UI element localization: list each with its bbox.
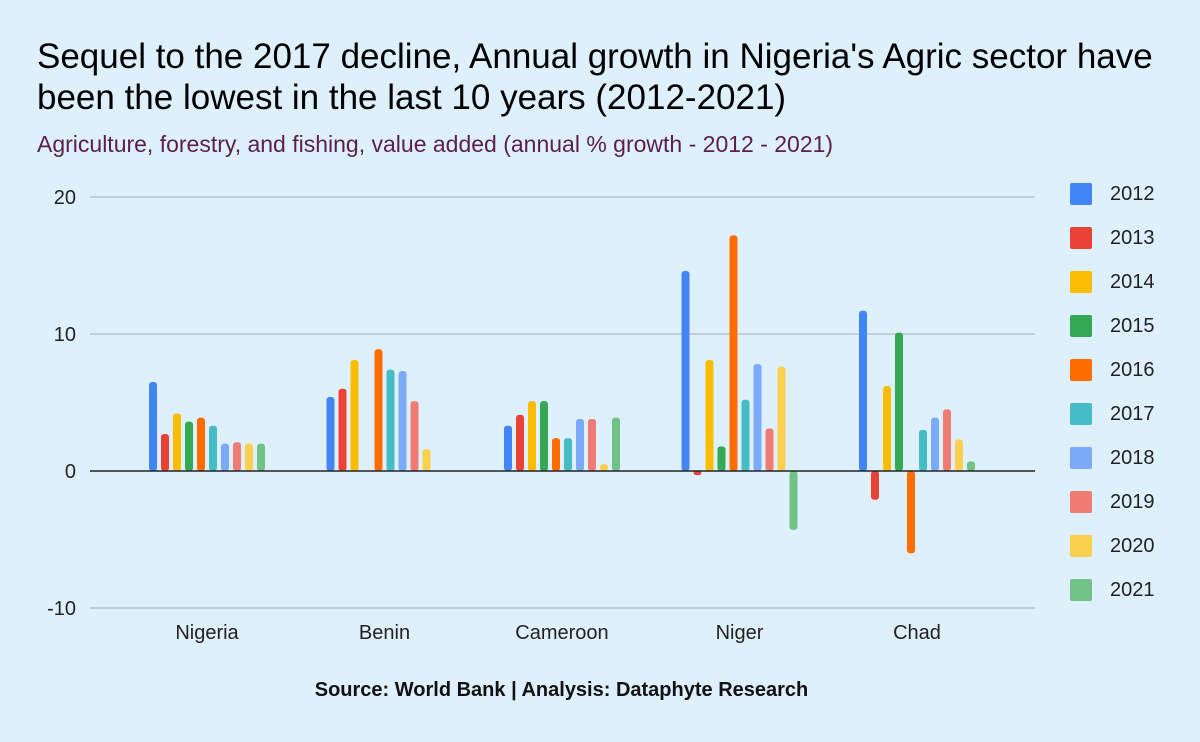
bar-chad-2012	[859, 310, 867, 471]
bar-nigeria-2018	[221, 443, 229, 471]
legend-label: 2012	[1110, 183, 1155, 205]
legend-label: 2017	[1110, 403, 1155, 425]
legend-item: 2013	[1070, 225, 1190, 249]
bar-niger-2019	[765, 428, 774, 471]
bar-nigeria-2013	[161, 434, 169, 471]
bar-nigeria-2020	[245, 443, 253, 471]
bar-niger-2016	[729, 235, 738, 471]
legend-item: 2014	[1070, 269, 1190, 293]
x-tick-label: Cameroon	[515, 622, 608, 644]
bar-benin-2016	[374, 349, 383, 471]
bar-niger-2012	[681, 270, 690, 471]
x-tick-label: Chad	[893, 622, 941, 644]
legend-swatch	[1070, 183, 1092, 205]
bar-niger-2020	[777, 366, 786, 471]
x-tick-label: Benin	[359, 622, 410, 644]
legend-swatch	[1070, 491, 1092, 513]
bar-nigeria-2016	[197, 417, 205, 471]
bar-chad-2014	[883, 386, 891, 471]
bar-niger-2015	[717, 446, 726, 471]
bar-benin-2013	[338, 388, 347, 471]
legend-swatch	[1070, 315, 1092, 337]
axes: -10 0 10 20 Nigeria Benin Cameroon Niger Chad	[47, 187, 1035, 644]
legend-item: 2017	[1070, 401, 1190, 425]
bar-nigeria-2019	[233, 442, 241, 471]
legend-label: 2016	[1110, 359, 1155, 381]
legend-item: 2015	[1070, 313, 1190, 337]
bar-benin-2017	[386, 369, 395, 471]
bar-niger-2021	[789, 471, 798, 530]
legend-swatch	[1070, 535, 1092, 557]
legend-item: 2019	[1070, 489, 1190, 513]
legend-swatch	[1070, 271, 1092, 293]
bar-chad-2015	[895, 332, 903, 471]
bar-cameroon-2013	[516, 414, 524, 471]
bar-chad-2016	[907, 471, 915, 554]
legend-label: 2021	[1110, 579, 1155, 601]
legend-label: 2014	[1110, 271, 1155, 293]
legend-label: 2019	[1110, 491, 1155, 513]
bar-benin-2020	[422, 449, 431, 471]
bar-cameroon-2021	[612, 417, 620, 471]
bar-niger-2017	[741, 399, 750, 471]
bar-niger-2013	[693, 471, 702, 476]
bar-benin-2014	[350, 360, 359, 471]
y-tick-label: 10	[54, 324, 76, 346]
bar-chad-2021	[967, 461, 975, 471]
x-tick-label: Nigeria	[175, 622, 239, 644]
bar-cameroon-2017	[564, 438, 572, 471]
y-tick-label: -10	[47, 598, 76, 620]
legend-swatch	[1070, 359, 1092, 381]
bar-cameroon-2016	[552, 438, 560, 471]
legend-swatch	[1070, 403, 1092, 425]
legend-item: 2021	[1070, 577, 1190, 601]
bar-cameroon-2014	[528, 401, 536, 471]
bar-chad-2013	[871, 471, 879, 500]
bar-cameroon-2020	[600, 464, 608, 471]
legend-swatch	[1070, 447, 1092, 469]
y-tick-label: 0	[65, 461, 76, 483]
bar-cameroon-2012	[504, 425, 512, 471]
legend-label: 2020	[1110, 535, 1155, 557]
gridlines	[90, 196, 1035, 609]
bar-chad-2017	[919, 429, 927, 471]
bar-niger-2014	[705, 360, 714, 471]
bar-nigeria-2015	[185, 421, 193, 471]
bars	[149, 235, 975, 554]
legend-label: 2015	[1110, 315, 1155, 337]
bar-cameroon-2019	[588, 418, 596, 471]
legend-swatch	[1070, 227, 1092, 249]
bar-nigeria-2012	[149, 381, 157, 471]
legend-label: 2013	[1110, 227, 1155, 249]
bar-nigeria-2017	[209, 425, 217, 471]
legend-item: 2020	[1070, 533, 1190, 557]
source-note: Source: World Bank | Analysis: Dataphyte…	[314, 679, 809, 701]
bar-cameroon-2018	[576, 418, 584, 471]
bar-cameroon-2015	[540, 401, 548, 471]
bar-nigeria-2021	[257, 443, 265, 471]
chart-title: Sequel to the 2017 decline, Annual growt…	[37, 37, 1153, 117]
legend-swatch	[1070, 579, 1092, 601]
legend-item: 2012	[1070, 181, 1190, 205]
bar-benin-2019	[410, 401, 419, 471]
x-tick-label: Niger	[716, 622, 764, 644]
bar-nigeria-2014	[173, 413, 181, 471]
bar-niger-2018	[753, 364, 762, 471]
legend-item: 2016	[1070, 357, 1190, 381]
legend-label: 2018	[1110, 447, 1155, 469]
bar-benin-2012	[326, 397, 335, 471]
bar-chad-2020	[955, 439, 963, 471]
y-tick-label: 20	[54, 187, 76, 209]
chart-subtitle: Agriculture, forestry, and fishing, valu…	[37, 131, 834, 157]
bar-benin-2018	[398, 370, 407, 471]
bar-chad-2018	[931, 417, 939, 471]
bar-chad-2019	[943, 409, 951, 471]
legend-item: 2018	[1070, 445, 1190, 469]
